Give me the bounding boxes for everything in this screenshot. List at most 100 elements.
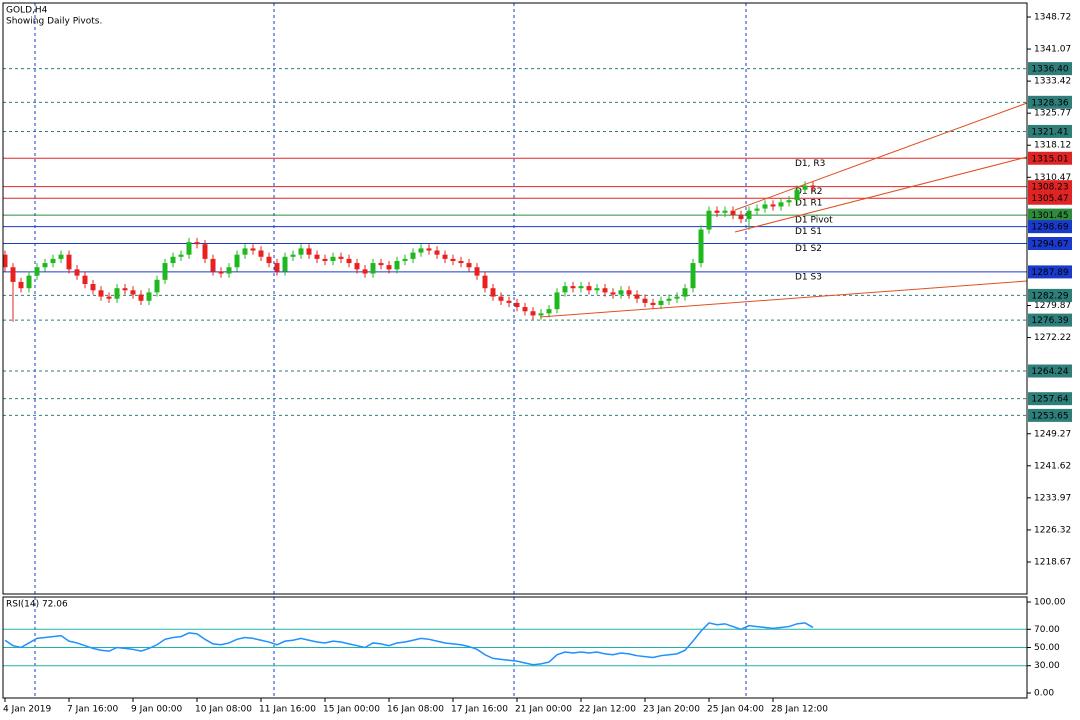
level-tag [1028,95,1072,109]
level-tag [1028,288,1072,302]
level-tag-label: 1321.41 [1031,127,1068,137]
x-tick-label: 23 Jan 20:00 [643,705,700,715]
candle-body [586,286,592,291]
candle-body [706,210,712,230]
candle-body [122,288,128,291]
candle-body [42,263,48,268]
candle-body [634,294,640,299]
x-tick-label: 21 Jan 00:00 [515,705,572,715]
candle-body [242,248,248,255]
candle-body [258,250,264,257]
candle-body [674,296,680,299]
x-tick-label: 9 Jan 00:00 [131,705,183,715]
candle-body [722,210,728,213]
candle-body [186,242,192,255]
x-tick-label: 17 Jan 16:00 [451,705,508,715]
trend-line [539,280,1028,318]
candle-body [506,300,512,303]
y-tick-label: 70.00 [1034,625,1060,635]
candle-body [802,185,808,190]
candle-body [82,275,88,285]
candle-body [610,292,616,295]
candle-body [730,210,736,215]
candle-body [362,269,368,274]
candle-body [530,311,536,316]
candle-body [330,256,336,261]
candle-body [714,210,720,213]
y-tick-label: 50.00 [1034,643,1060,653]
trend-line [734,156,1028,233]
y-tick-label: 1249.27 [1034,429,1071,439]
candle-body [370,263,376,274]
rsi-pane-frame [2,596,1028,699]
candle-body [298,248,304,255]
rsi-line [4,622,814,666]
candle-body [666,298,672,301]
candle-body [210,258,216,272]
candle-body [18,281,24,289]
candle-body [746,210,752,220]
pivot-label: D1, R3 [795,159,825,169]
candle-body [690,263,696,289]
y-tick-label: 100.00 [1034,598,1066,608]
candle-body [154,279,160,293]
candle-body [466,263,472,268]
pivot-label: D1 R1 [795,199,823,209]
y-tick-label: 1318.12 [1034,141,1071,151]
panes [34,3,747,698]
candle-body [34,267,40,276]
pivot-label: D1 S2 [795,244,822,254]
candle-body [738,214,744,220]
x-tick-label: 4 Jan 2019 [3,705,51,715]
candle-body [26,275,32,289]
candle-body [162,263,168,280]
candle-body [2,254,8,268]
chart-title: GOLD,H4 [6,6,48,16]
pivot-label: D1 S1 [795,227,822,237]
candle-body [178,254,184,257]
candle-body [794,189,800,201]
y-tick-label: 1241.62 [1034,461,1071,471]
pivot-label: D1 Pivot [795,216,833,226]
candle-body [98,290,104,297]
level-tag [1028,208,1072,222]
y-tick-label: 1218.67 [1034,557,1071,567]
candle-body [786,200,792,203]
candle-body [250,248,256,251]
candle-body [770,204,776,207]
candle-body [50,258,56,264]
candle-body [282,256,288,272]
candle-body [498,296,504,301]
level-tag [1028,191,1072,205]
x-tick-label: 7 Jan 16:00 [67,705,119,715]
level-tag [1028,265,1072,279]
candle-body [538,313,544,316]
pivot-label: D1 R2 [795,187,823,197]
candle-body [658,300,664,305]
pivot-label: D1 S3 [795,272,822,282]
level-tag [1028,124,1072,138]
candle-body [442,254,448,259]
candle-body [522,307,528,312]
level-tag-label: 1301.45 [1031,211,1068,221]
candle-body [602,288,608,293]
candle-body [682,288,688,297]
candle-body [570,286,576,289]
y-tick-label: 1279.87 [1034,301,1071,311]
candle-body [594,288,600,291]
candle-body [754,208,760,211]
candle-body [266,256,272,264]
candle-body [202,244,208,259]
candle-body [426,248,432,251]
level-tag-label: 1282.29 [1031,291,1068,301]
candle-body [138,294,144,301]
candle-body [306,248,312,255]
y-tick-label: 30.00 [1034,661,1060,671]
y-tick-label: 1341.07 [1034,45,1071,55]
candle-body [434,250,440,255]
level-tag-label: 1294.67 [1031,239,1068,249]
candle-body [626,290,632,295]
candle-body [642,298,648,303]
level-tag [1028,236,1072,250]
